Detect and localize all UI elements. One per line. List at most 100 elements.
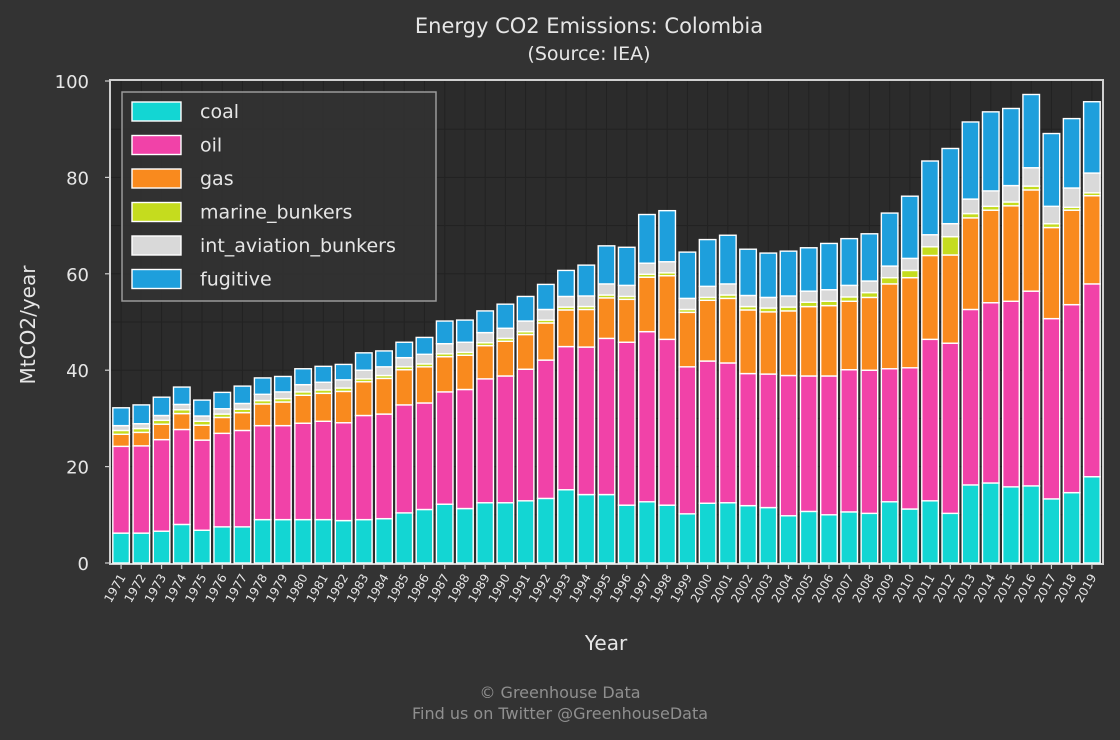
bar-int_aviation_bunkers-2010: [900, 257, 919, 272]
bar-int_aviation_bunkers-1983: [354, 369, 373, 380]
bar-oil-2012: [941, 342, 960, 515]
bar-gas-2002: [739, 309, 758, 375]
bar-gas-2006: [819, 304, 838, 377]
bar-int_aviation_bunkers-2018: [1062, 187, 1081, 208]
bar-int_aviation_bunkers-1979: [273, 391, 292, 400]
bar-int_aviation_bunkers-1993: [557, 295, 576, 308]
bar-int_aviation_bunkers-1982: [334, 379, 353, 389]
bar-oil-1992: [536, 359, 555, 500]
bar-coal-1987: [435, 503, 454, 564]
bar-fugitive-1998: [658, 209, 677, 263]
bar-gas-2018: [1062, 209, 1081, 306]
bar-fugitive-2008: [860, 233, 879, 282]
bar-oil-2007: [840, 369, 859, 513]
bar-int_aviation_bunkers-2004: [779, 295, 798, 308]
bar-oil-1995: [597, 337, 616, 496]
bar-oil-2004: [779, 374, 798, 517]
bar-int_aviation_bunkers-2000: [698, 285, 717, 299]
bar-oil-2006: [819, 375, 838, 516]
bar-oil-1990: [496, 375, 515, 504]
bar-oil-1984: [375, 413, 394, 520]
bar-int_aviation_bunkers-2013: [961, 198, 980, 215]
bar-fugitive-1982: [334, 363, 353, 381]
bar-oil-2015: [1001, 300, 1020, 488]
bar-oil-1988: [455, 388, 474, 510]
bar-gas-1991: [516, 333, 535, 370]
bar-fugitive-1990: [496, 303, 515, 329]
bar-coal-1976: [213, 526, 232, 564]
bar-coal-1997: [637, 501, 656, 564]
bar-int_aviation_bunkers-2012: [941, 222, 960, 238]
bar-coal-1986: [415, 508, 434, 564]
bar-int_aviation_bunkers-2017: [1042, 205, 1061, 225]
bar-int_aviation_bunkers-2006: [819, 289, 838, 302]
bar-coal-1992: [536, 497, 555, 564]
bar-gas-1974: [172, 412, 191, 431]
bar-gas-1973: [152, 423, 171, 441]
x-axis-label: Year: [584, 631, 628, 655]
bar-oil-2008: [860, 369, 879, 515]
bar-gas-1981: [314, 392, 333, 422]
bar-oil-1986: [415, 402, 434, 511]
bar-gas-1976: [213, 416, 232, 435]
bar-fugitive-1997: [637, 213, 656, 264]
bar-fugitive-1974: [172, 386, 191, 406]
bar-oil-1972: [132, 445, 151, 534]
bar-gas-1984: [375, 377, 394, 415]
bar-gas-1992: [536, 322, 555, 361]
bar-int_aviation_bunkers-1990: [496, 327, 515, 340]
bar-int_aviation_bunkers-1998: [658, 261, 677, 274]
bar-fugitive-2001: [718, 234, 737, 285]
bar-int_aviation_bunkers-1986: [415, 353, 434, 365]
bar-oil-1989: [476, 378, 495, 504]
bar-int_aviation_bunkers-2008: [860, 280, 879, 294]
bar-fugitive-1978: [253, 377, 272, 395]
bar-oil-2002: [739, 372, 758, 507]
y-axis-label: MtCO2/year: [16, 265, 40, 385]
bar-int_aviation_bunkers-1999: [678, 297, 697, 311]
bar-gas-2012: [941, 254, 960, 344]
bar-fugitive-1999: [678, 251, 697, 300]
bar-fugitive-2002: [739, 248, 758, 297]
legend-swatch-oil: [131, 134, 182, 156]
bar-fugitive-2005: [799, 247, 818, 292]
bar-gas-1995: [597, 297, 616, 340]
y-tick-label: 0: [78, 554, 89, 575]
bar-coal-2007: [840, 511, 859, 564]
bar-coal-2010: [900, 508, 919, 564]
bar-fugitive-1991: [516, 295, 535, 322]
legend: coal oil gas marine_bunkers int_aviation_bun…: [121, 91, 437, 302]
bar-int_aviation_bunkers-1987: [435, 342, 454, 355]
bar-oil-2009: [880, 368, 899, 503]
bar-int_aviation_bunkers-2001: [718, 283, 737, 296]
bar-coal-1979: [273, 518, 292, 564]
footer-twitter: Find us on Twitter @GreenhouseData: [411, 704, 709, 723]
legend-label-coal: coal: [200, 101, 239, 123]
bar-fugitive-2006: [819, 242, 838, 291]
bar-oil-1978: [253, 424, 272, 521]
bar-coal-1971: [112, 532, 131, 564]
bar-gas-1987: [435, 356, 454, 393]
bar-fugitive-2014: [981, 111, 1000, 192]
bar-coal-2012: [941, 512, 960, 564]
bar-oil-1977: [233, 429, 252, 528]
bar-fugitive-1975: [193, 399, 212, 417]
bar-int_aviation_bunkers-2015: [1001, 184, 1020, 203]
bar-oil-1980: [294, 422, 313, 521]
bar-coal-2005: [799, 510, 818, 564]
bar-coal-2002: [739, 504, 758, 564]
bar-fugitive-2017: [1042, 132, 1061, 208]
bar-gas-1983: [354, 381, 373, 417]
legend-swatch-marine_bunkers: [131, 201, 182, 223]
bar-coal-2003: [759, 506, 778, 564]
bar-coal-1978: [253, 518, 272, 564]
bar-fugitive-1984: [375, 350, 394, 368]
bar-gas-1988: [455, 354, 474, 391]
legend-swatch-int_aviation_bunkers: [131, 235, 182, 256]
bar-fugitive-1986: [415, 336, 434, 355]
bar-fugitive-1988: [455, 319, 474, 343]
bar-coal-1999: [678, 513, 697, 564]
bar-gas-1977: [233, 411, 252, 432]
bar-fugitive-1985: [395, 341, 414, 359]
bar-fugitive-2004: [779, 250, 798, 297]
